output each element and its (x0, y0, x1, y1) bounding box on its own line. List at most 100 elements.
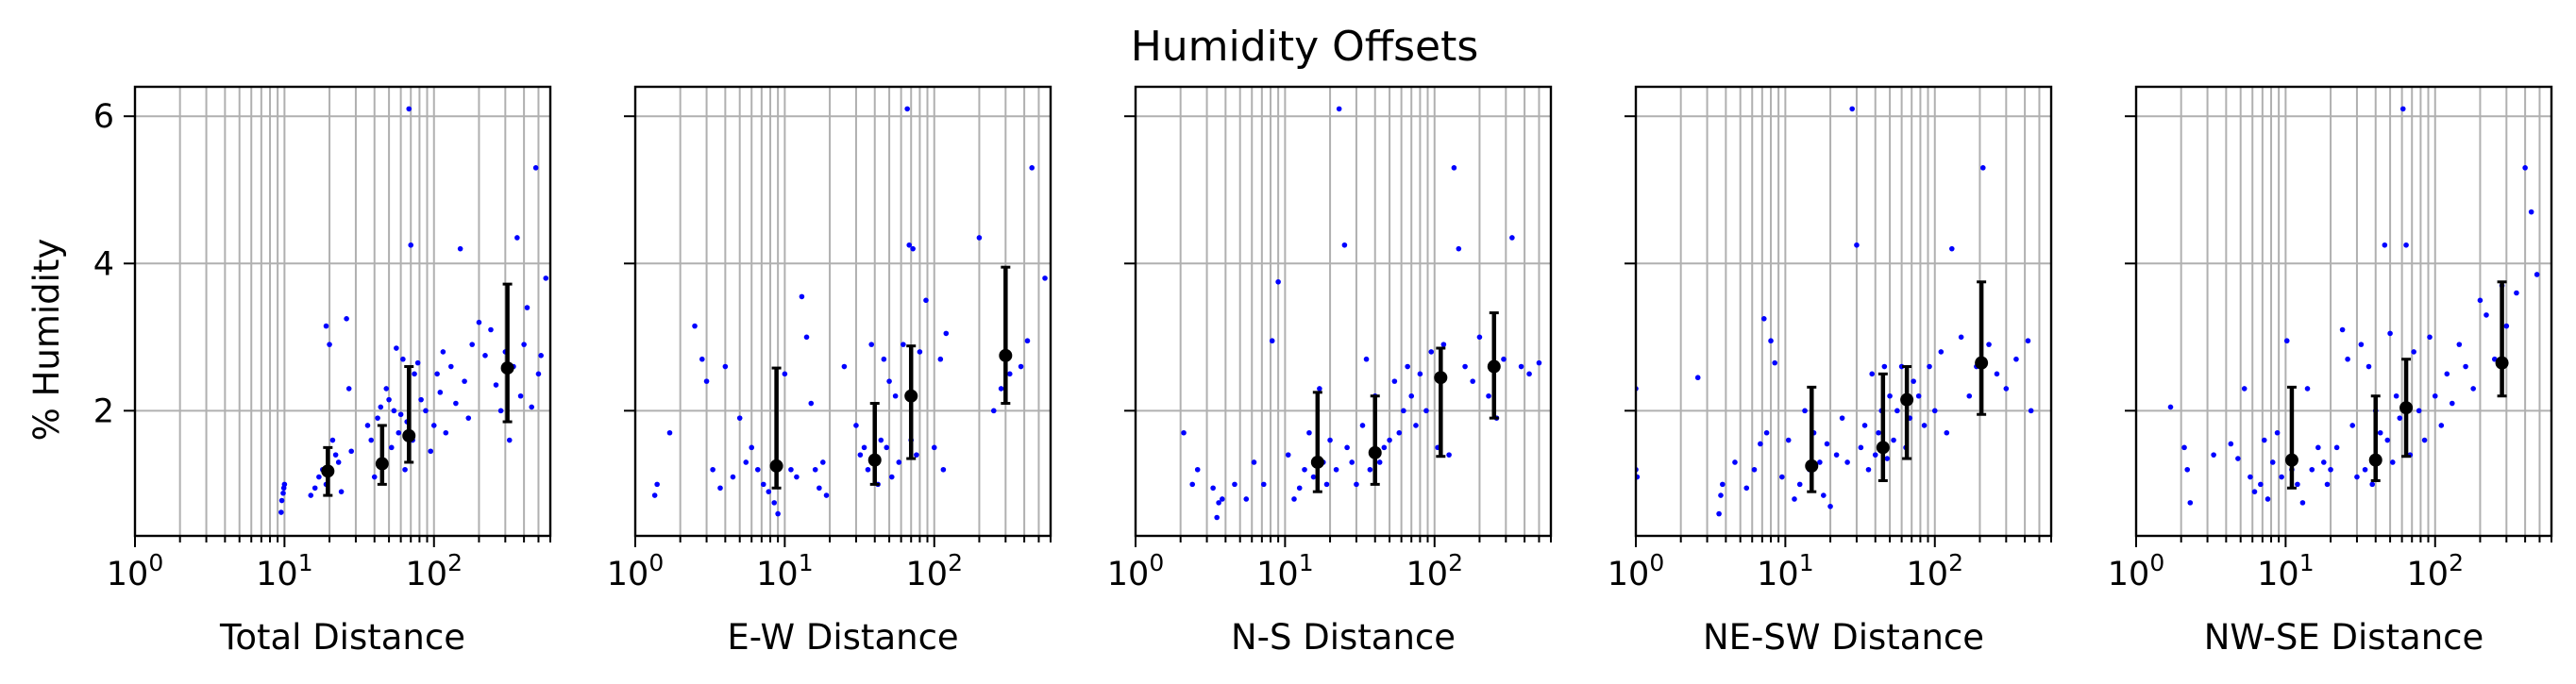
data-point (2339, 326, 2346, 333)
x-ticks: 100 101 102 (607, 536, 1052, 593)
x-tick-label: 101 (2257, 549, 2314, 593)
data-point (1844, 459, 1850, 465)
data-point (1194, 466, 1201, 473)
data-point (1243, 496, 1250, 502)
data-point (1854, 242, 1860, 248)
data-point (1428, 349, 1435, 355)
data-point (865, 466, 871, 473)
data-point (823, 492, 830, 498)
data-point (2534, 272, 2540, 277)
mean-marker (1975, 356, 1989, 370)
data-point (2251, 489, 2258, 494)
data-point (2321, 459, 2327, 465)
x-tick-label: 100 (1107, 549, 1164, 593)
x-tick-exponent: 0 (1649, 549, 1664, 576)
data-point (782, 371, 788, 377)
data-point (1891, 437, 1896, 443)
data-point (896, 459, 902, 465)
data-point (2241, 386, 2248, 392)
data-point (2503, 323, 2510, 329)
data-point (2269, 459, 2276, 465)
data-point (434, 371, 440, 377)
data-point (853, 423, 859, 428)
x-tick-label: 100 (607, 549, 664, 593)
data-point (803, 334, 810, 341)
data-point (1869, 371, 1876, 377)
data-point (2261, 437, 2267, 443)
data-point (338, 489, 345, 494)
data-point (1921, 423, 1928, 428)
data-point (2456, 342, 2463, 347)
data-point (2013, 356, 2019, 362)
data-point (1792, 496, 1797, 502)
data-point (517, 392, 524, 399)
data-point (476, 319, 482, 325)
data-point (910, 245, 916, 252)
x-tick-exponent: 1 (1299, 549, 1314, 576)
data-point (375, 415, 380, 421)
x-axis-label: NE-SW Distance (1703, 617, 1984, 658)
data-point (332, 452, 339, 458)
data-point (453, 400, 459, 407)
data-point (878, 437, 884, 443)
data-point (888, 474, 895, 480)
x-tick-base: 10 (2407, 556, 2450, 593)
data-point (448, 363, 454, 370)
data-point (730, 474, 736, 480)
data-point (1758, 441, 1763, 447)
data-point (1931, 408, 1938, 414)
data-point (462, 378, 467, 384)
data-point (2211, 452, 2216, 458)
x-tick-exponent: 2 (1948, 549, 1963, 576)
x-tick-exponent: 1 (1799, 549, 1814, 576)
data-point (327, 342, 332, 347)
data-point (1367, 466, 1373, 473)
data-point (2369, 481, 2376, 488)
data-point (1470, 378, 1475, 384)
x-tick-label: 101 (256, 549, 312, 593)
data-point (2304, 386, 2311, 392)
data-point (794, 474, 800, 480)
data-point (469, 342, 475, 347)
data-point (2025, 338, 2031, 344)
data-point (884, 444, 890, 451)
data-point (1966, 392, 1973, 399)
data-point (388, 444, 395, 451)
data-point (430, 423, 437, 428)
x-tick-base: 10 (1256, 556, 1299, 593)
data-point (749, 444, 755, 451)
data-point (2328, 466, 2333, 473)
y-tick-label: 6 (93, 98, 114, 136)
data-point (743, 459, 749, 465)
data-point (861, 444, 867, 451)
data-point (538, 353, 544, 359)
data-point (820, 459, 826, 465)
data-point (1865, 466, 1872, 473)
data-point (1310, 474, 1317, 480)
data-point (1401, 408, 1406, 414)
data-point (904, 106, 910, 112)
data-point (1216, 500, 1221, 506)
mean-marker (2399, 401, 2414, 415)
data-point (1817, 459, 1823, 465)
data-point (1476, 334, 1483, 341)
data-point (1486, 392, 1491, 399)
y-tick-label: 2 (93, 392, 114, 430)
data-point (1915, 392, 1922, 399)
mean-marker (1876, 441, 1890, 455)
mean-marker (867, 453, 882, 467)
data-point (808, 400, 815, 407)
data-point (722, 363, 729, 370)
data-point (521, 342, 527, 347)
data-point (1979, 165, 1986, 171)
data-point (2265, 496, 2271, 502)
data-point (406, 106, 412, 112)
data-point (1302, 466, 1307, 473)
data-point (943, 330, 950, 337)
data-point (937, 356, 944, 362)
data-point (881, 356, 887, 362)
data-point (2028, 408, 2034, 414)
